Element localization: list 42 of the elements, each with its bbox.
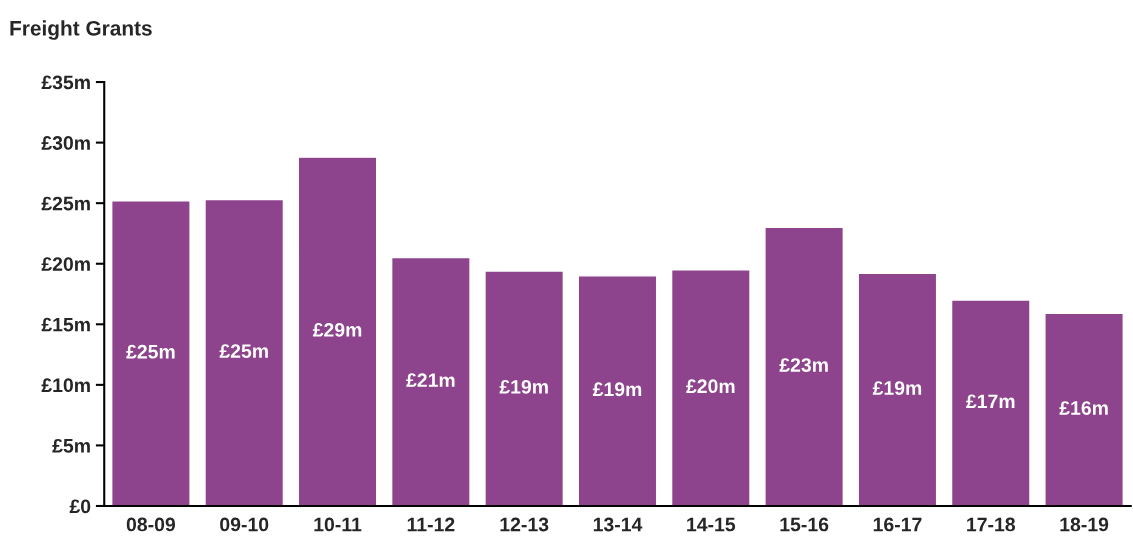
y-tick-label: £35m [41, 75, 90, 90]
y-tick-label: £20m [41, 257, 90, 271]
x-tick-label: 09-10 [220, 517, 269, 532]
y-tick-label: £5m [52, 438, 90, 453]
x-tick-label: 08-09 [126, 517, 176, 532]
bar [111, 200, 191, 506]
x-tick-label: 17-18 [967, 517, 1016, 532]
bar [764, 226, 845, 506]
data-label: £19m [872, 381, 922, 395]
x-tick-label: 14-15 [687, 517, 736, 532]
data-label: £16m [1059, 401, 1108, 415]
x-tick-label: 18-19 [1060, 517, 1109, 532]
x-tick-label: 12-13 [500, 517, 549, 532]
data-label: £17m [966, 394, 1015, 409]
y-tick-label: £15m [41, 317, 90, 332]
y-tick-label: £10m [41, 378, 90, 393]
data-label: £19m [499, 379, 548, 394]
bar [297, 156, 378, 506]
data-label: £20m [686, 379, 735, 394]
y-tick-label: £0 [69, 499, 91, 514]
bar [857, 272, 938, 506]
bar [204, 198, 285, 506]
x-tick-label: 15-16 [780, 517, 829, 532]
data-label: £29m [312, 323, 362, 337]
data-label: £25m [126, 344, 175, 359]
y-tick-label: £25m [41, 196, 90, 211]
bar [1044, 312, 1124, 506]
bar [484, 270, 565, 506]
bar [577, 275, 658, 506]
data-label: £23m [779, 358, 828, 372]
y-tick-label: £30m [41, 136, 90, 150]
bar [950, 299, 1031, 506]
x-tick-label: 10-11 [314, 517, 362, 532]
x-tick-label: 11-12 [407, 517, 455, 532]
data-label: £19m [592, 382, 642, 397]
data-label: £21m [406, 373, 455, 387]
x-tick-label: 13-14 [593, 517, 643, 532]
chart-title: Freight Grants [10, 20, 152, 40]
x-tick-label: 16-17 [873, 517, 922, 532]
bar [670, 269, 751, 506]
data-label: £25m [219, 344, 268, 358]
bar [390, 256, 471, 506]
